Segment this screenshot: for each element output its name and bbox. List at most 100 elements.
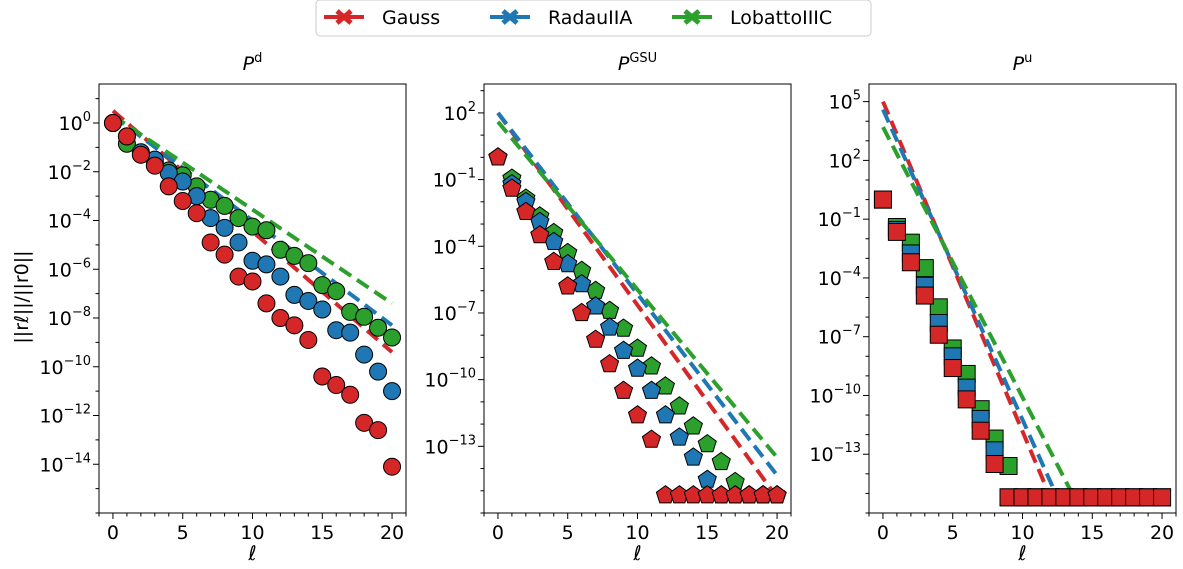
data-point-gauss <box>600 353 620 373</box>
y-tick-label: 10−13 <box>809 441 861 466</box>
x-tick-label: 5 <box>562 522 574 544</box>
data-point-radauiia <box>669 427 689 446</box>
y-tick-label: 10−1 <box>818 206 861 231</box>
x-tick-label: 15 <box>695 522 719 544</box>
data-point-radauiia <box>613 340 634 359</box>
panel-title: Pu <box>1013 51 1033 75</box>
data-point-gauss <box>957 390 976 409</box>
data-point-gauss <box>915 286 934 305</box>
data-point-radauiia <box>341 323 360 342</box>
fit-line-radauiia <box>496 111 779 477</box>
y-tick-label: 10−7 <box>433 300 476 325</box>
data-point-lobattoiiic <box>641 356 662 375</box>
legend: Gauss RadauIIA LobattoIIIC <box>315 0 872 37</box>
y-tick-label: 10−12 <box>39 403 91 428</box>
data-point-lobattoiiic <box>711 451 731 471</box>
data-point-gauss <box>355 413 374 432</box>
data-point-lobattoiiic <box>285 246 304 265</box>
x-tick-label: 15 <box>310 522 334 544</box>
data-point-gauss <box>299 330 318 349</box>
y-tick-label: 10−4 <box>48 208 91 233</box>
plot-frame <box>483 83 792 514</box>
y-tick-label: 102 <box>444 100 476 125</box>
data-point-gauss <box>369 421 388 440</box>
panel-pgsu: PGSU 0 5 10 15 20 ℓ 102 10−1 10−4 10−7 10−10 10−13 <box>424 51 792 565</box>
data-point-gauss <box>103 114 122 132</box>
data-point-lobattoiiic <box>383 328 402 347</box>
data-point-gauss <box>929 325 948 344</box>
x-tick-label: 10 <box>1010 522 1034 544</box>
x-axis-label: ℓ <box>1017 541 1026 565</box>
data-point-radauiia <box>600 317 620 336</box>
data-point-gauss <box>1153 488 1172 507</box>
data-point-radauiia <box>641 380 662 399</box>
legend-label-gauss: Gauss <box>382 7 440 29</box>
data-point-radauiia <box>683 447 703 466</box>
y-tick-label: 102 <box>829 147 861 172</box>
legend-frame <box>315 0 872 37</box>
data-point-radauiia <box>271 267 290 286</box>
data-point-radauiia <box>572 273 592 293</box>
data-point-radauiia <box>383 382 402 401</box>
x-tick-label: 10 <box>625 522 649 544</box>
panel-pu: Pu 0 5 10 15 20 ℓ 105 102 10−1 10−4 10−7 10−10 10−13 <box>809 51 1177 565</box>
series-gauss <box>103 114 402 476</box>
data-point-gauss <box>327 376 346 395</box>
data-point-gauss <box>558 276 578 295</box>
data-point-gauss <box>271 309 290 327</box>
fit-line-lobattoiiic <box>111 114 394 306</box>
x-tick-label: 0 <box>877 522 889 544</box>
y-tick-label: 10−10 <box>424 367 476 392</box>
y-tick-label: 10−4 <box>433 233 476 258</box>
y-tick-label: 10−13 <box>424 433 476 458</box>
legend-item-radauiia: RadauIIA <box>490 7 632 29</box>
data-point-gauss <box>341 385 360 404</box>
data-point-radauiia <box>655 405 675 424</box>
data-point-gauss <box>145 156 164 175</box>
y-tick-label: 10−1 <box>433 167 476 192</box>
data-point-gauss <box>313 367 332 386</box>
data-point-radauiia <box>369 362 388 381</box>
data-point-gauss <box>971 421 990 440</box>
data-point-gauss <box>131 145 150 164</box>
fit-line-gauss <box>496 111 779 499</box>
x-tick-label: 20 <box>1150 522 1174 544</box>
x-tick-label: 5 <box>177 522 189 544</box>
y-tick-label: 10−8 <box>48 305 91 330</box>
data-point-gauss <box>243 272 262 291</box>
legend-label-radauiia: RadauIIA <box>548 7 632 29</box>
data-point-gauss <box>516 201 536 220</box>
y-tick-label: 105 <box>829 89 861 114</box>
legend-x-marker-lobattoiiic <box>683 9 701 25</box>
series-gauss <box>488 147 787 504</box>
data-point-gauss <box>586 329 606 348</box>
data-point-lobattoiiic <box>327 282 346 301</box>
fit-line-lobattoiiic <box>496 120 779 459</box>
data-point-radauiia <box>215 218 234 237</box>
data-point-gauss <box>887 222 906 241</box>
y-tick-label: 10−2 <box>48 159 91 184</box>
data-point-gauss <box>873 190 892 209</box>
legend-item-gauss: Gauss <box>324 7 440 29</box>
data-point-gauss <box>502 178 522 197</box>
data-point-lobattoiiic <box>229 209 248 228</box>
x-tick-label: 10 <box>240 522 264 544</box>
data-point-lobattoiiic <box>355 307 374 326</box>
plot-frame <box>868 83 1177 514</box>
data-point-gauss <box>613 380 634 399</box>
legend-x-marker-gauss <box>335 9 353 25</box>
x-tick-label: 0 <box>492 522 504 544</box>
y-tick-label: 10−6 <box>48 256 91 281</box>
y-tick-label: 10−7 <box>818 324 861 349</box>
data-point-gauss <box>117 127 136 146</box>
x-tick-label: 5 <box>947 522 959 544</box>
y-tick-label: 10−4 <box>818 265 861 290</box>
data-point-gauss <box>187 204 206 223</box>
data-point-gauss <box>767 485 787 504</box>
x-tick-label: 15 <box>1080 522 1104 544</box>
data-point-lobattoiiic <box>627 338 648 357</box>
data-point-gauss <box>173 192 192 210</box>
series-gauss <box>873 190 1172 507</box>
data-point-lobattoiiic <box>655 376 675 395</box>
